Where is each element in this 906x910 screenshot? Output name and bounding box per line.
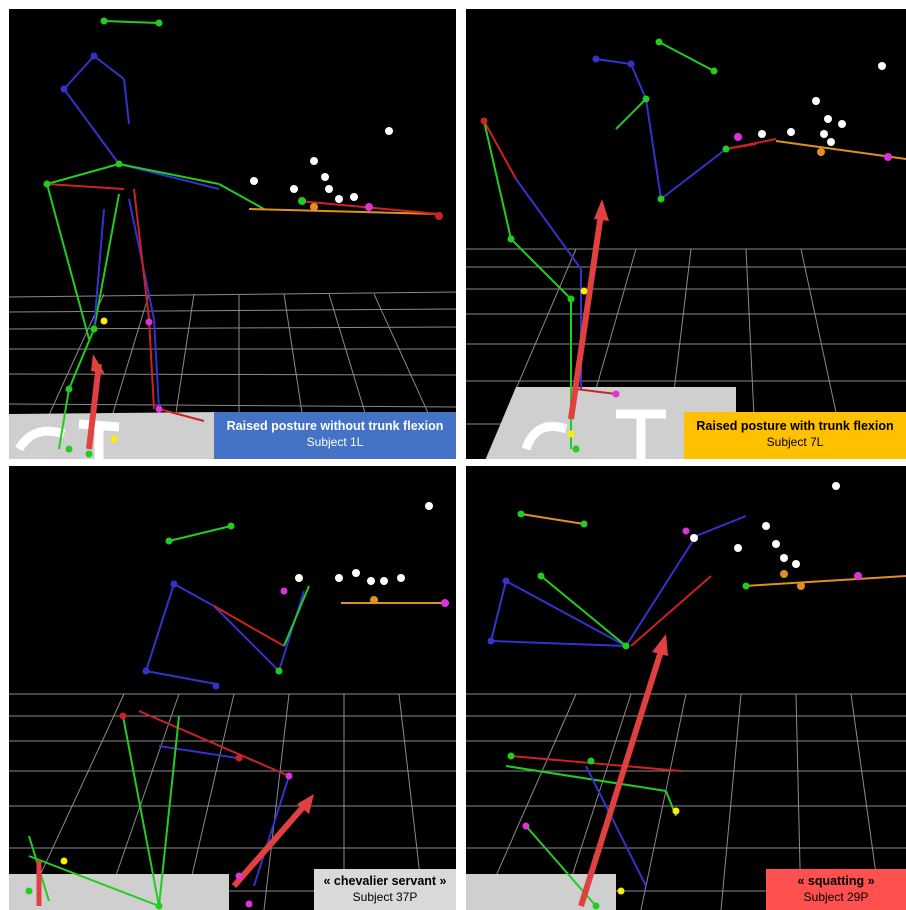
panel-bottom-right: « squatting » Subject 29P (466, 466, 906, 910)
force-arrow (578, 650, 664, 907)
markers (25, 502, 449, 910)
posture-name: Raised posture with trunk flexion (696, 419, 894, 433)
mocap-scene-top-left (9, 17, 456, 459)
skeleton (28, 525, 449, 907)
markers (487, 482, 862, 910)
subject-id: Subject 7L (766, 434, 824, 449)
posture-label-bottom-left: « chevalier servant » Subject 37P (314, 869, 456, 910)
skeleton (46, 20, 440, 450)
posture-name: Raised posture without trunk flexion (226, 419, 444, 433)
posture-name: « chevalier servant » (323, 874, 447, 888)
posture-label-bottom-right: « squatting » Subject 29P (766, 869, 906, 910)
force-arrow (568, 213, 604, 420)
subject-id: Subject 29P (803, 889, 869, 904)
posture-label-top-right: Raised posture with trunk flexion Subjec… (684, 412, 906, 459)
mocap-scene-top-right (466, 38, 906, 459)
posture-name: « squatting » (797, 874, 875, 888)
force-plate (486, 387, 736, 459)
force-arrow (86, 363, 102, 450)
subject-id: Subject 37P (352, 889, 418, 904)
markers (480, 38, 892, 453)
force-plate (466, 874, 616, 910)
force-plate (9, 874, 229, 910)
mocap-scene-bottom-right (466, 482, 906, 910)
markers (43, 17, 443, 458)
subject-id: Subject 1L (306, 434, 364, 449)
panel-top-right: Raised posture with trunk flexion Subjec… (466, 9, 906, 459)
skeleton (490, 513, 906, 907)
panel-top-left: Raised posture without trunk flexion Sub… (9, 9, 456, 459)
posture-label-top-left: Raised posture without trunk flexion Sub… (214, 412, 456, 459)
mocap-scene-bottom-left (9, 502, 456, 910)
force-arrow (231, 804, 307, 888)
skeleton (483, 41, 906, 449)
panel-bottom-left: « chevalier servant » Subject 37P (9, 466, 456, 910)
